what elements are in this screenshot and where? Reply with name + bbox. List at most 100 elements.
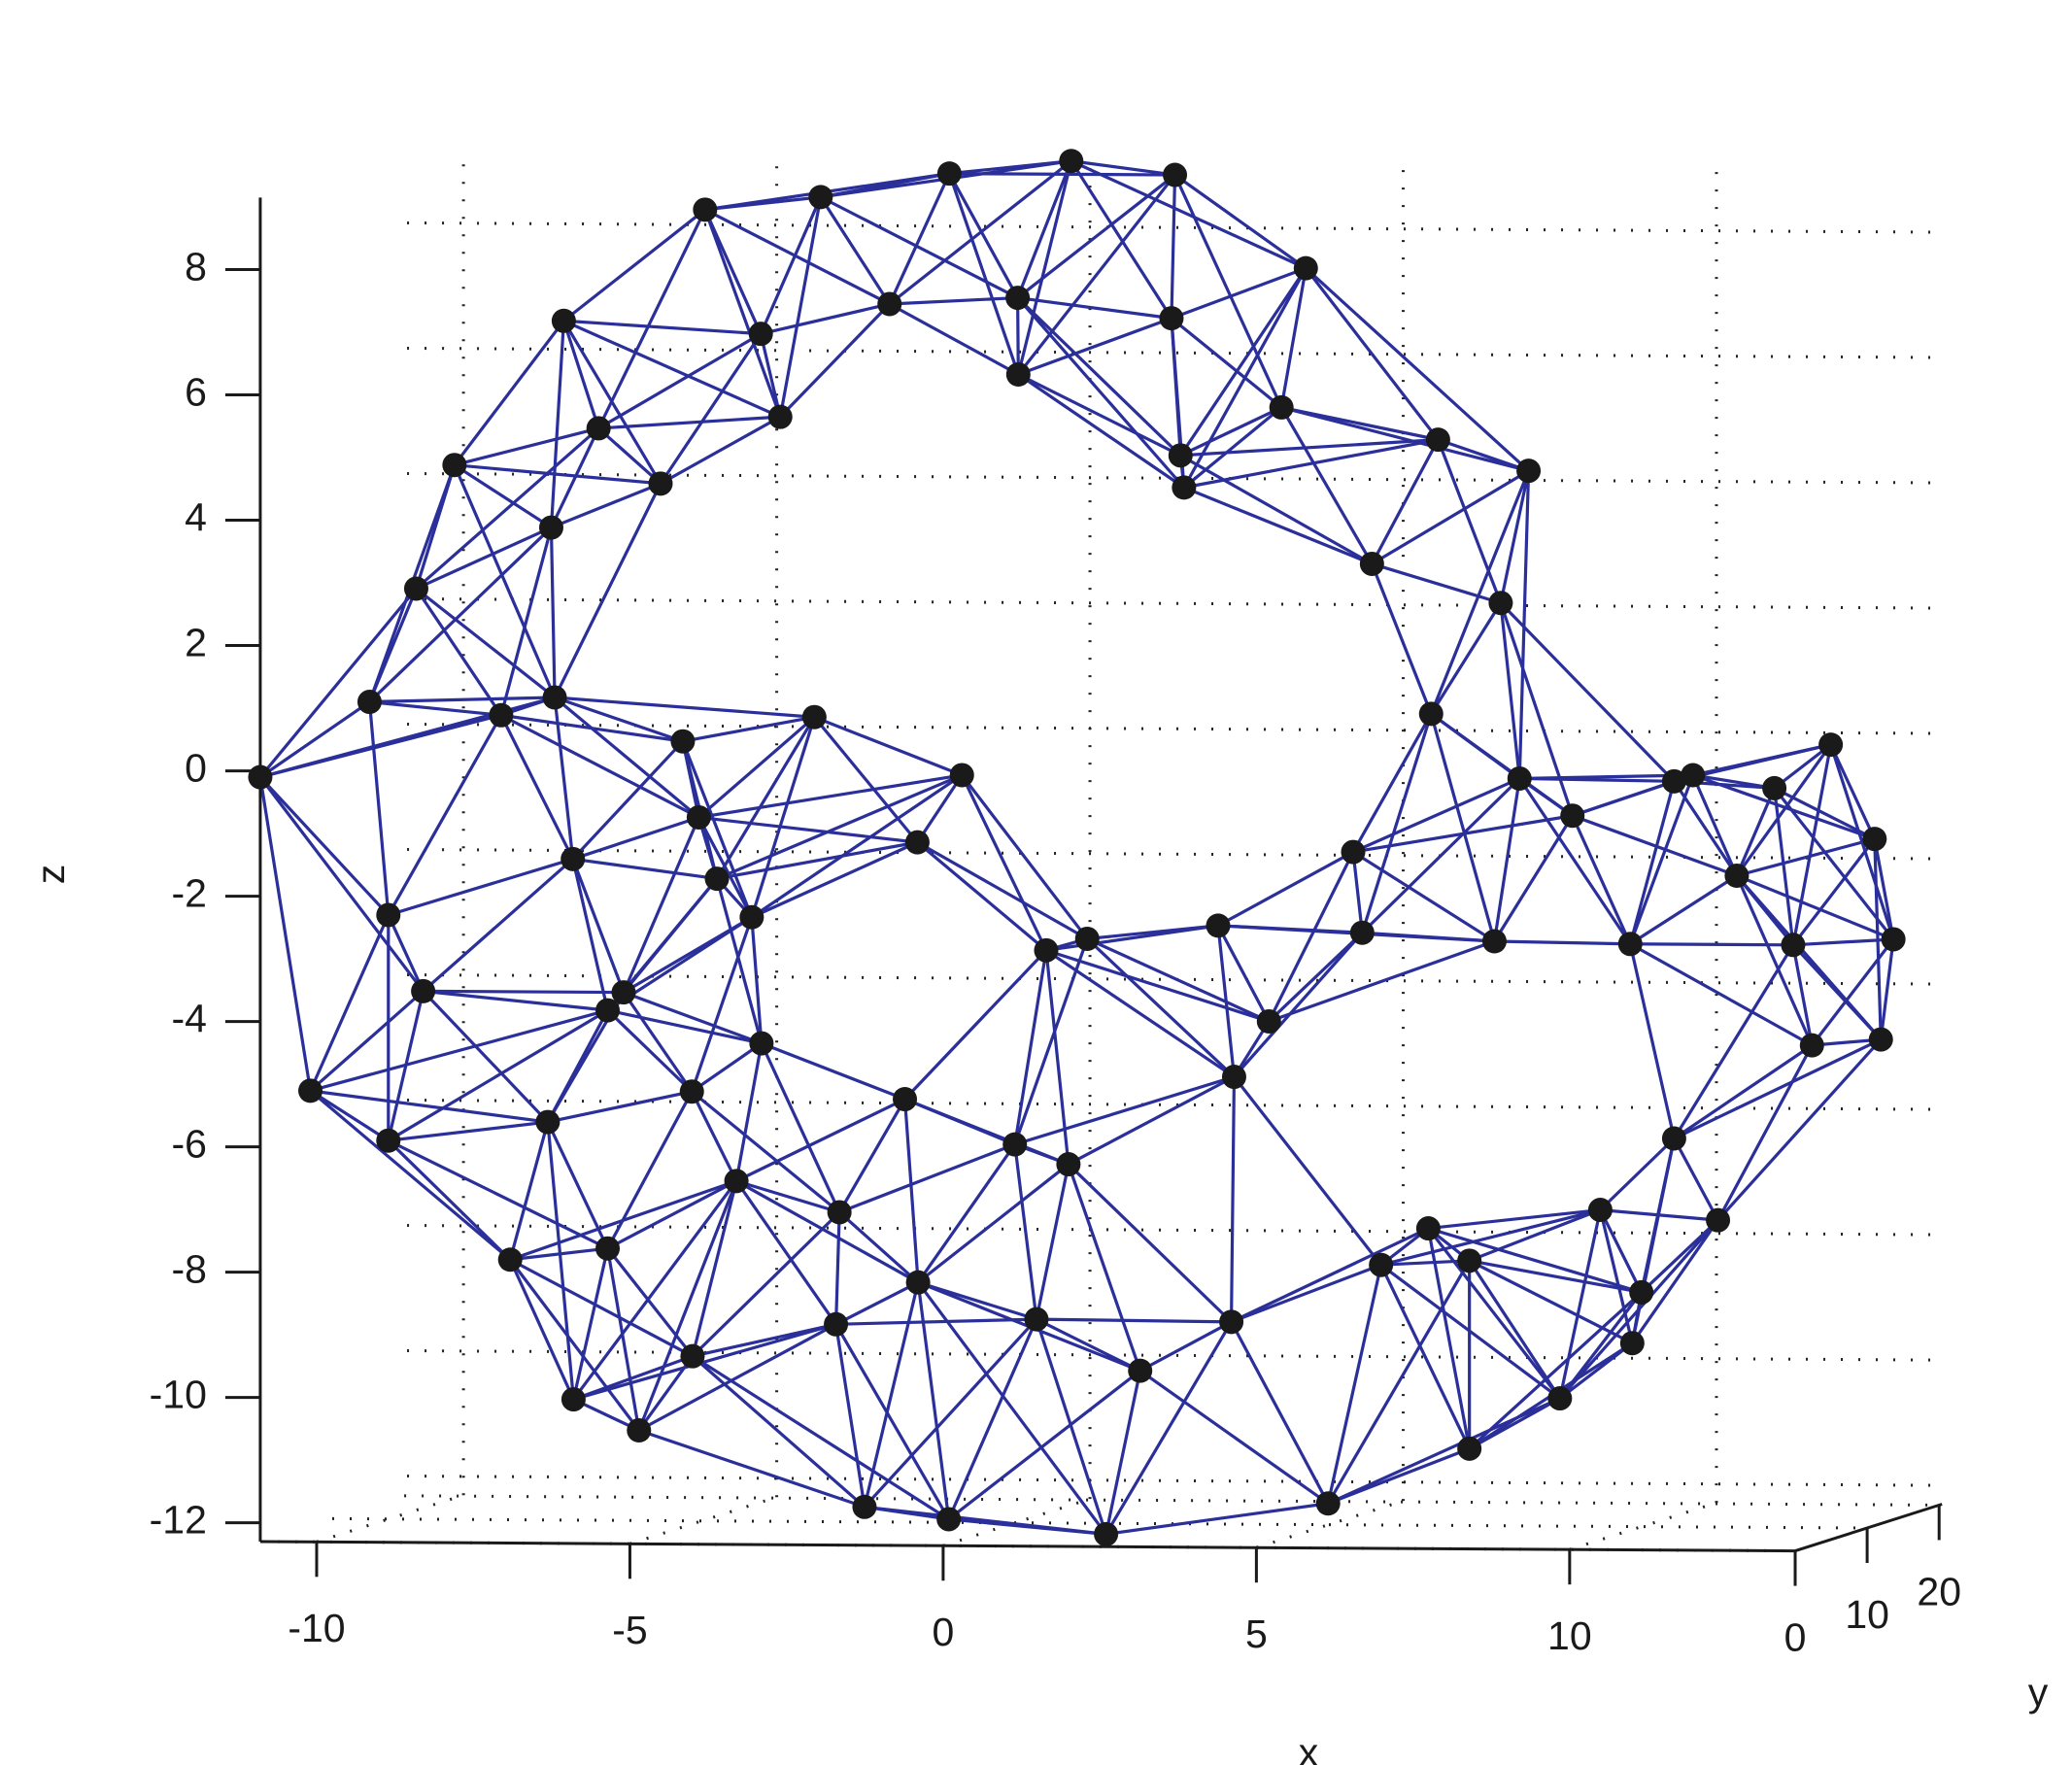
edge (698, 815, 918, 844)
point (403, 576, 428, 601)
edge (1692, 773, 1775, 790)
edge (1326, 1260, 1472, 1505)
x-tick-label: -5 (612, 1608, 647, 1652)
edge (691, 1090, 841, 1214)
x-tick-label: 10 (1547, 1613, 1592, 1658)
edge (1017, 373, 1185, 490)
edge (546, 1121, 609, 1249)
edge (1068, 1075, 1236, 1166)
edge (258, 776, 425, 993)
point (827, 1200, 852, 1225)
edge (1170, 175, 1177, 319)
edge (1013, 1143, 1038, 1320)
edge (691, 1041, 763, 1094)
edge (415, 426, 600, 591)
point (1629, 1279, 1654, 1305)
edge (637, 1180, 738, 1432)
edge (1558, 1219, 1719, 1400)
edge (388, 1138, 609, 1250)
point (1059, 149, 1084, 174)
point (357, 690, 382, 715)
edge (605, 1247, 641, 1431)
edge (415, 526, 553, 591)
edge (903, 949, 1048, 1101)
edge (1499, 470, 1531, 604)
edge (598, 415, 781, 430)
point (808, 185, 833, 210)
edge (422, 858, 574, 993)
point (1619, 1331, 1645, 1356)
point (877, 291, 902, 317)
edge (716, 773, 963, 881)
edge (622, 991, 694, 1093)
edge (834, 1324, 866, 1508)
edge (553, 696, 575, 860)
point (586, 416, 611, 441)
edge (1380, 1259, 1470, 1267)
edge (1735, 874, 1795, 946)
point (767, 404, 793, 429)
x-tick-label: 5 (1245, 1612, 1268, 1656)
edge (1829, 743, 1877, 840)
edge (499, 526, 554, 716)
x-tick-label: -10 (288, 1606, 345, 1650)
point (1159, 306, 1184, 331)
point (1587, 1198, 1613, 1223)
edge (947, 172, 1020, 299)
point (1560, 803, 1585, 829)
edge (1469, 1259, 1642, 1294)
edge (837, 1098, 906, 1213)
z-tick-label: 8 (185, 244, 207, 289)
point (411, 978, 436, 1003)
edge (1352, 776, 1520, 854)
edge (1178, 267, 1308, 457)
edge (1371, 561, 1502, 605)
edge (1429, 470, 1531, 715)
edge (1070, 159, 1175, 177)
edge (1499, 602, 1521, 779)
point (1862, 827, 1887, 852)
edge (833, 1211, 841, 1325)
edge (369, 696, 556, 704)
edge (1216, 925, 1237, 1077)
edge (1736, 837, 1876, 878)
edge (500, 713, 700, 819)
edge (387, 714, 503, 916)
edge (1105, 1502, 1329, 1536)
edge (778, 196, 823, 418)
edge (1370, 438, 1440, 565)
edge (309, 914, 391, 1092)
grid (259, 151, 1943, 1553)
edge (1017, 295, 1172, 321)
edge (571, 858, 610, 1011)
edge (423, 989, 625, 995)
edge (1216, 925, 1271, 1023)
edge (761, 1041, 906, 1102)
axis-line (1794, 1503, 1943, 1553)
point (1418, 701, 1444, 727)
point (1168, 443, 1193, 468)
point (1799, 1033, 1824, 1058)
edge (1045, 924, 1219, 952)
edge (554, 696, 700, 819)
point (1457, 1248, 1482, 1273)
edge (550, 482, 662, 529)
edge (1640, 1218, 1719, 1294)
point (704, 866, 730, 892)
point (1661, 768, 1686, 794)
edge (715, 716, 816, 880)
edge (1469, 1208, 1601, 1263)
edge (660, 415, 782, 486)
point (1706, 1207, 1731, 1233)
point (298, 1078, 323, 1103)
edge (863, 1318, 1038, 1509)
edge (638, 1428, 866, 1509)
point (376, 902, 401, 928)
edge (1628, 780, 1676, 945)
edge (1183, 438, 1439, 490)
edge (1468, 1259, 1562, 1400)
edge (1016, 160, 1073, 299)
edge (546, 1121, 575, 1400)
